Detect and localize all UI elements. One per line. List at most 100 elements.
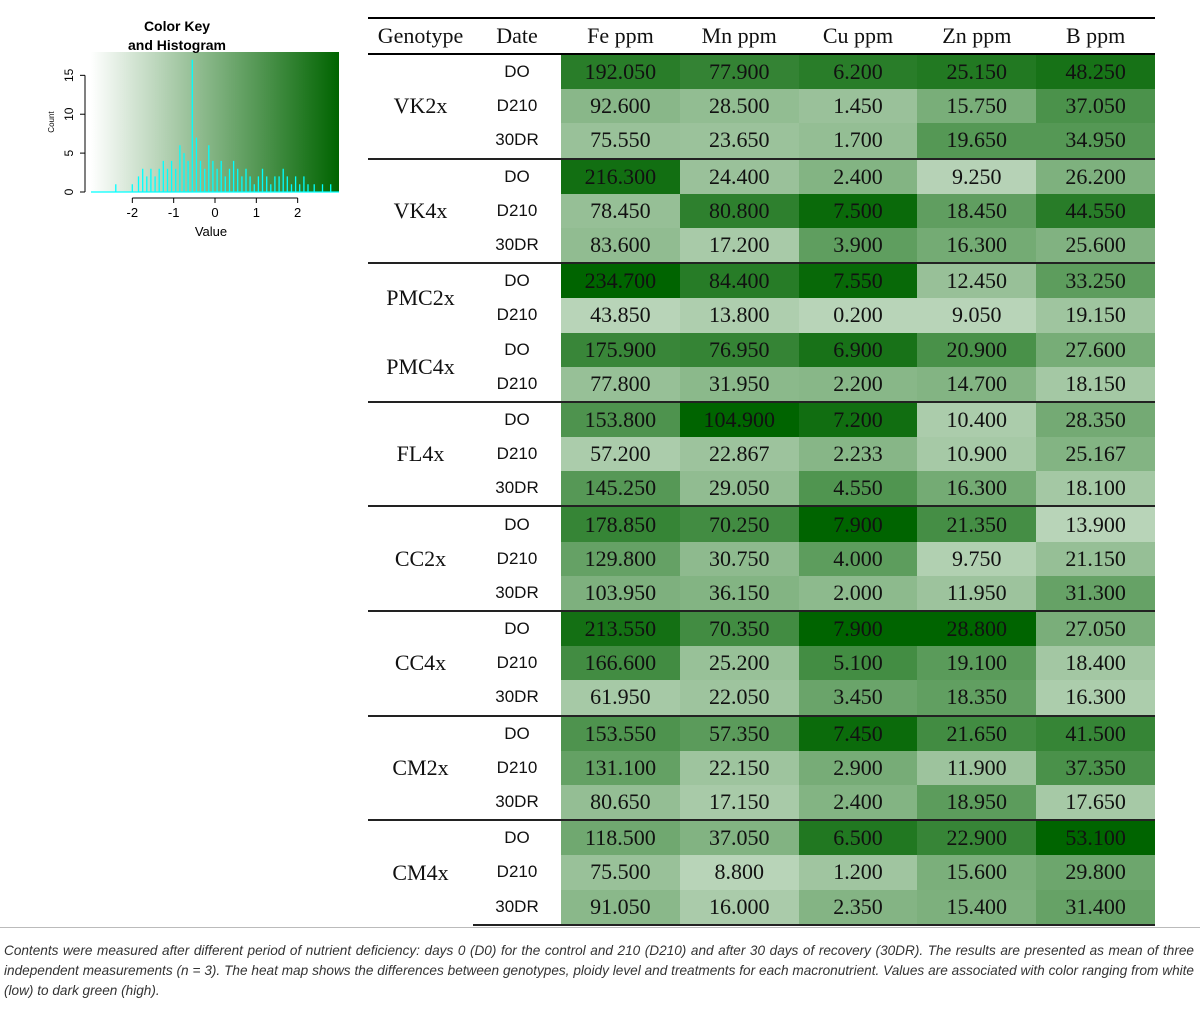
heat-cell: 17.650	[1036, 784, 1155, 821]
heat-cell: 17.200	[679, 227, 799, 264]
heat-cell: 29.050	[679, 471, 799, 507]
heat-cell: 92.600	[561, 89, 680, 124]
x-tick-label: -2	[127, 205, 139, 220]
heat-cell: 9.250	[917, 157, 1037, 194]
date-label: DO	[473, 52, 561, 90]
x-tick-label: 1	[253, 205, 260, 220]
heat-cell: 80.650	[561, 784, 680, 821]
heat-cell: 21.150	[1036, 541, 1155, 576]
date-label: 30DR	[473, 889, 561, 926]
table-row: D210 131.100 22.150 2.900 11.900 37.350	[368, 750, 1155, 785]
heat-cell: 6.500	[798, 819, 918, 856]
heat-cell: 145.250	[561, 471, 680, 507]
genotype-label: VK4x	[368, 157, 473, 264]
date-label: 30DR	[495, 687, 539, 707]
genotype-label: VK2x	[368, 53, 473, 159]
date-label: 30DR	[495, 235, 539, 255]
heat-cell: 57.200	[561, 437, 680, 472]
y-axis-label: Count	[47, 111, 56, 133]
heat-cell: 104.900	[679, 400, 799, 438]
heat-cell: 7.500	[798, 193, 918, 228]
heat-cell: 75.550	[561, 123, 680, 159]
table-row: D210 43.850 13.800 0.200 9.050 19.150	[368, 298, 1155, 333]
table-row: D210 92.600 28.500 1.450 15.750 37.050	[368, 89, 1155, 124]
table-row: 30DR 61.950 22.050 3.450 18.350 16.300	[368, 680, 1155, 716]
heat-cell: 129.800	[561, 541, 680, 576]
heat-cell: 4.550	[798, 471, 918, 507]
table-row: 30DR 145.250 29.050 4.550 16.300 18.100	[368, 471, 1155, 507]
date-label: D210	[496, 757, 538, 777]
genotype-label: CC4x	[368, 610, 473, 716]
heat-cell: 53.100	[1036, 819, 1155, 856]
date-label: DO	[473, 505, 561, 542]
date-label: 30DR	[495, 130, 539, 150]
heat-cell: 103.950	[561, 575, 680, 611]
heat-cell: 23.650	[679, 123, 799, 159]
heat-cell: 1.200	[798, 855, 918, 890]
heat-cell: 77.900	[679, 52, 799, 90]
date-label: DO	[473, 819, 561, 856]
heat-cell: 37.050	[1036, 89, 1155, 124]
genotype-label: FL4x	[368, 400, 473, 507]
table-row: CM2x DO 153.550 57.350 7.450 21.650 41.500	[368, 714, 1155, 821]
heat-cell: 33.250	[1036, 262, 1155, 299]
heat-cell: 25.600	[1036, 227, 1155, 264]
heat-cell: 0.200	[798, 298, 918, 333]
column-header: Genotype	[368, 17, 473, 55]
y-tick-label: 5	[62, 149, 76, 156]
heat-cell: 43.850	[561, 298, 680, 333]
table-row: D210 75.500 8.800 1.200 15.600 29.800	[368, 855, 1155, 890]
table-row: CC4x DO 213.550 70.350 7.900 28.800 27.050	[368, 609, 1155, 716]
heat-cell: 16.300	[917, 227, 1037, 264]
heat-cell: 153.550	[561, 714, 680, 751]
heat-cell: 7.900	[798, 609, 918, 647]
date-label: DO	[473, 400, 561, 438]
x-tick-label: 2	[294, 205, 301, 220]
heat-cell: 2.900	[798, 750, 918, 785]
heat-cell: 15.600	[917, 855, 1037, 890]
heat-cell: 36.150	[679, 575, 799, 611]
heat-cell: 7.900	[798, 505, 918, 542]
heat-cell: 2.400	[798, 784, 918, 821]
heat-cell: 12.450	[917, 262, 1037, 299]
y-tick-label: 15	[62, 68, 76, 82]
heat-cell: 9.050	[917, 298, 1037, 333]
histogram-line	[91, 59, 339, 193]
heat-cell: 178.850	[561, 505, 680, 542]
heat-cell: 2.400	[798, 157, 918, 194]
heat-cell: 80.800	[679, 193, 799, 228]
heat-cell: 37.350	[1036, 750, 1155, 785]
table-row: D210 129.800 30.750 4.000 9.750 21.150	[368, 541, 1155, 576]
heat-cell: 6.900	[798, 332, 918, 367]
heat-cell: 25.167	[1036, 437, 1155, 472]
heat-cell: 76.950	[679, 332, 799, 367]
heat-cell: 75.500	[561, 855, 680, 890]
date-label: D210	[496, 305, 538, 325]
heat-cell: 41.500	[1036, 714, 1155, 751]
heat-cell: 7.200	[798, 400, 918, 438]
heat-cell: 14.700	[917, 366, 1037, 402]
heat-cell: 21.350	[917, 505, 1037, 542]
column-header: B ppm	[1036, 17, 1155, 55]
heat-cell: 29.800	[1036, 855, 1155, 890]
color-gradient-bar	[91, 52, 339, 192]
genotype-label: CC2x	[368, 505, 473, 611]
heat-cell: 15.750	[917, 89, 1037, 124]
heat-cell: 17.150	[679, 784, 799, 821]
heat-cell: 8.800	[679, 855, 799, 890]
heat-cell: 18.400	[1036, 646, 1155, 681]
heat-cell: 22.150	[679, 750, 799, 785]
date-label: D210	[496, 373, 538, 393]
date-label: D210	[496, 548, 538, 568]
heat-cell: 31.300	[1036, 575, 1155, 611]
heat-cell: 6.200	[798, 52, 918, 90]
table-row: 30DR 91.050 16.000 2.350 15.400 31.400	[368, 889, 1155, 926]
heat-cell: 19.150	[1036, 298, 1155, 333]
heat-cell: 22.867	[679, 437, 799, 472]
x-tick-label: 0	[211, 205, 218, 220]
heat-cell: 175.900	[561, 332, 680, 367]
column-header: Mn ppm	[679, 17, 799, 55]
genotype-label: PMC2x	[368, 262, 473, 333]
heat-cell: 31.400	[1036, 889, 1155, 926]
color-key-title-line: Color Key	[144, 18, 210, 34]
